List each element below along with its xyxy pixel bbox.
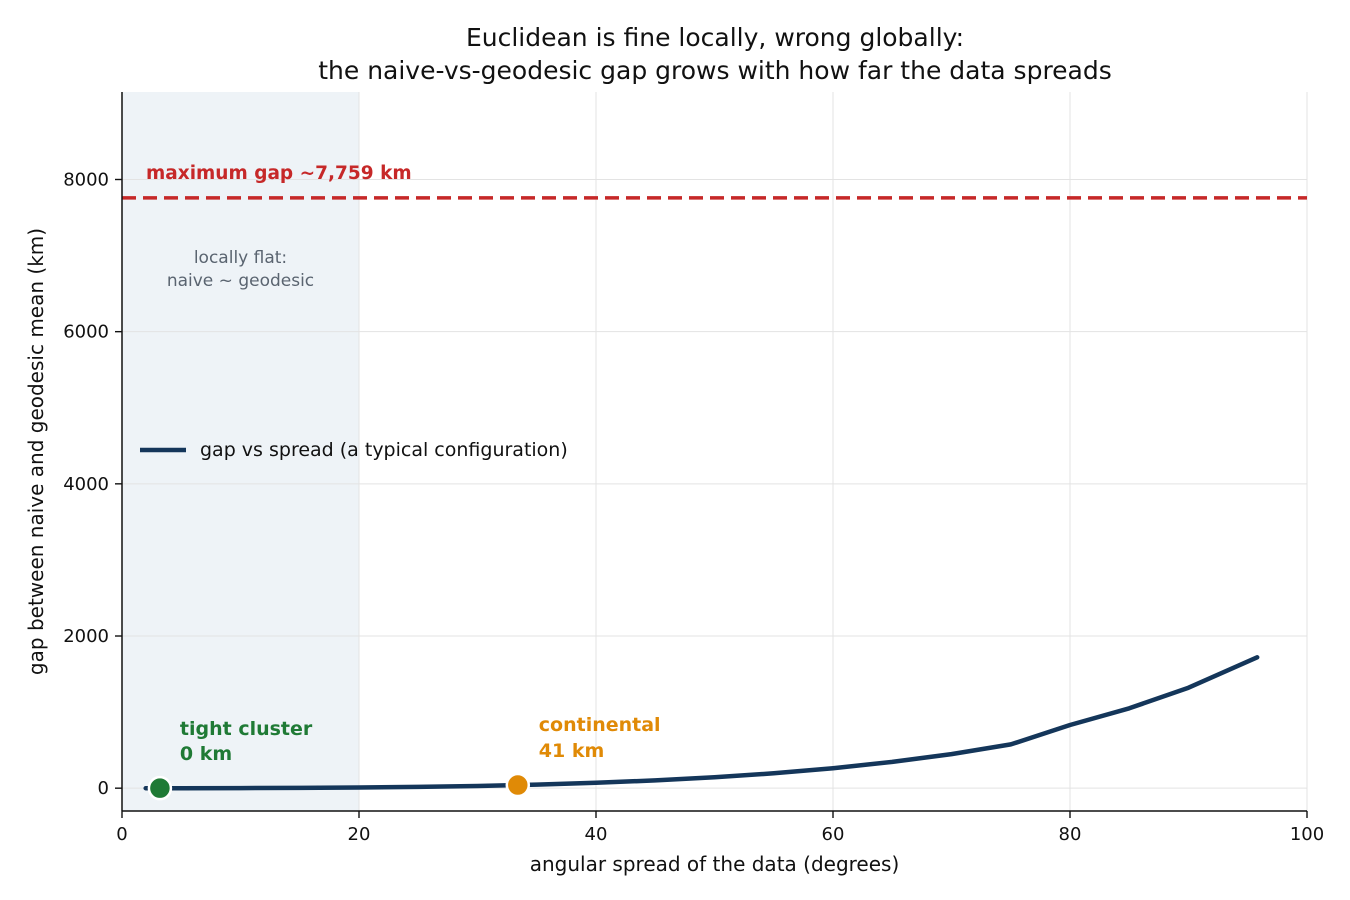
tight-cluster-point xyxy=(147,775,173,801)
y-tick-label: 8000 xyxy=(63,169,109,190)
y-axis-label: gap between naive and geodesic mean (km) xyxy=(24,228,48,675)
highlight-point-labels: tight cluster 0 km continental 41 km xyxy=(180,714,661,765)
locally-flat-label-line-1: locally flat: xyxy=(194,248,287,268)
chart-title-line-2: the naive-vs-geodesic gap grows with how… xyxy=(318,56,1112,85)
axes xyxy=(121,92,1307,812)
x-tick-label: 60 xyxy=(822,824,845,845)
highlight-points xyxy=(147,772,531,801)
tight-cluster-value: 0 km xyxy=(180,743,232,765)
x-axis-label: angular spread of the data (degrees) xyxy=(530,852,900,876)
y-ticks: 0 2000 4000 6000 8000 xyxy=(63,169,122,799)
continental-point xyxy=(505,772,531,798)
x-tick-label: 40 xyxy=(585,824,608,845)
y-tick-label: 2000 xyxy=(63,626,109,647)
legend: gap vs spread (a typical configuration) xyxy=(140,439,568,461)
y-tick-label: 4000 xyxy=(63,474,109,495)
x-tick-label: 100 xyxy=(1290,824,1324,845)
continental-label: continental xyxy=(539,714,661,736)
locally-flat-label: locally flat: naive ~ geodesic xyxy=(167,248,314,291)
locally-flat-label-line-2: naive ~ geodesic xyxy=(167,271,314,291)
legend-label: gap vs spread (a typical configuration) xyxy=(200,439,568,461)
x-tick-label: 0 xyxy=(116,824,127,845)
maximum-gap-label: maximum gap ~7,759 km xyxy=(146,163,412,184)
series-line-gap-vs-spread xyxy=(143,655,1260,791)
chart-title: Euclidean is fine locally, wrong globall… xyxy=(318,23,1112,85)
y-tick-label: 6000 xyxy=(63,322,109,343)
grid xyxy=(121,92,1308,811)
chart-title-line-1: Euclidean is fine locally, wrong globall… xyxy=(466,23,964,52)
tight-cluster-label: tight cluster xyxy=(180,718,313,740)
x-tick-label: 20 xyxy=(348,824,371,845)
y-tick-label: 0 xyxy=(98,778,109,799)
x-tick-label: 80 xyxy=(1059,824,1082,845)
continental-value: 41 km xyxy=(539,740,605,762)
x-ticks: 0 20 40 60 80 100 xyxy=(116,811,1324,845)
